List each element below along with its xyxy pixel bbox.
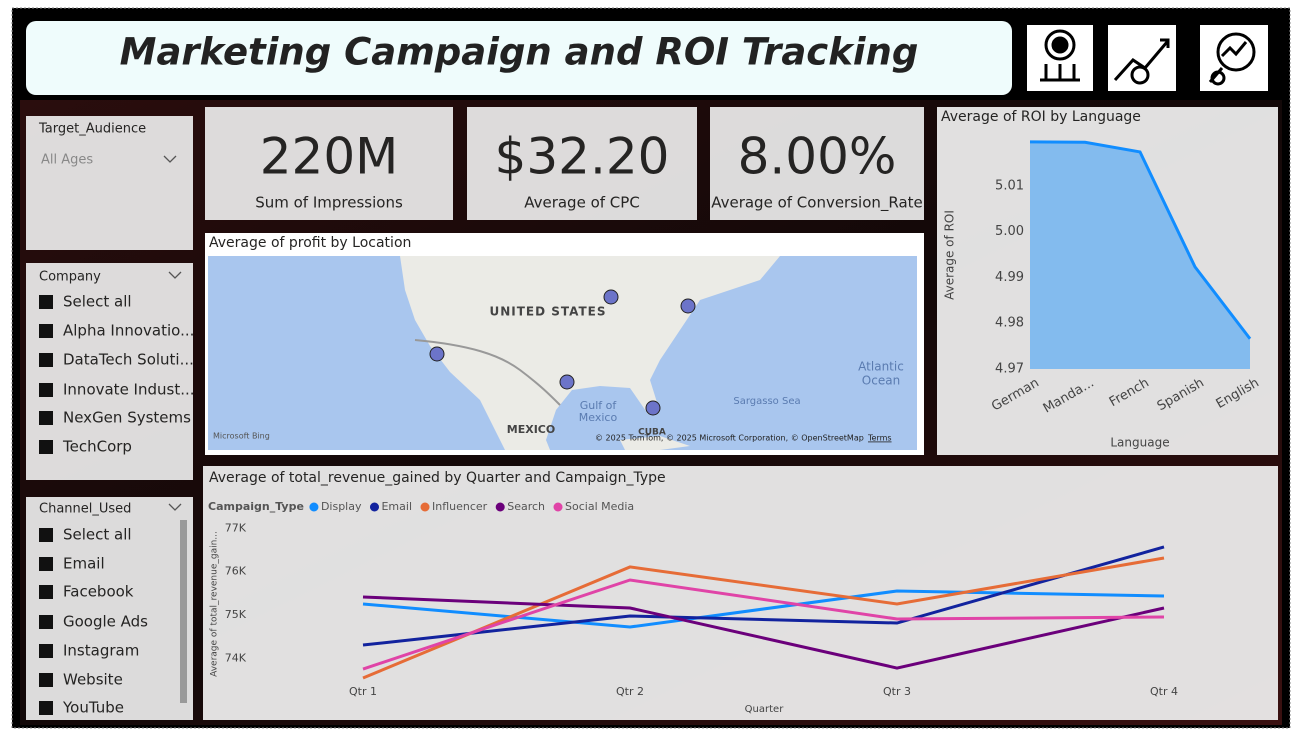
kpi-label: Sum of Impressions [255, 194, 403, 212]
x-axis-label: Quarter [745, 704, 785, 715]
slicer-title: Company [39, 270, 101, 285]
legend-label[interactable]: Display [321, 500, 362, 513]
x-tick-label: Qtr 1 [349, 685, 377, 698]
map-label: Sargasso Sea [733, 396, 800, 407]
map-attribution: © 2025 TomTom, © 2025 Microsoft Corporat… [595, 434, 864, 443]
y-tick-label: 5.01 [995, 178, 1024, 193]
y-tick-label: 4.99 [995, 270, 1024, 285]
y-tick-label: 4.98 [995, 316, 1024, 331]
x-tick-label: Qtr 3 [883, 685, 911, 698]
slicer-item[interactable]: Select all [63, 293, 132, 311]
legend-swatch [420, 502, 430, 512]
map-terms[interactable]: Terms [867, 434, 892, 443]
slicer-item[interactable]: Google Ads [63, 613, 148, 631]
y-tick-label: 75K [225, 608, 247, 621]
map-label: Ocean [862, 374, 900, 388]
dashboard-title: Marketing Campaign and ROI Tracking [120, 31, 919, 74]
checkbox[interactable] [39, 411, 53, 425]
slicer-item[interactable]: YouTube [62, 699, 124, 717]
slicer-item[interactable]: TechCorp [62, 438, 132, 456]
x-tick-label: Qtr 2 [616, 685, 644, 698]
map-title: Average of profit by Location [209, 235, 411, 251]
chevron [163, 155, 177, 163]
checkbox[interactable] [39, 353, 53, 367]
checkbox[interactable] [39, 701, 53, 715]
slicer-item[interactable]: DataTech Soluti... [63, 351, 194, 369]
slicer-item[interactable]: Alpha Innovatio... [63, 322, 194, 340]
series-line [362, 545, 1165, 647]
x-axis-label: Language [1110, 436, 1169, 450]
checkbox[interactable] [39, 644, 53, 658]
chevron [168, 503, 182, 511]
kpi-label: Average of CPC [524, 194, 640, 212]
map [208, 256, 917, 450]
map-logo: Microsoft Bing [213, 432, 270, 441]
map-label: UNITED STATES [489, 305, 606, 319]
line [1029, 140, 1252, 340]
checkbox[interactable] [39, 324, 53, 338]
checkbox[interactable] [39, 585, 53, 599]
slicer-item[interactable]: NexGen Systems [63, 409, 191, 427]
chart-title: Average of ROI by Language [941, 109, 1141, 125]
slicer-dropdown[interactable]: All Ages [41, 153, 93, 168]
y-tick-label: 74K [225, 651, 247, 664]
legend-title: Campaign_Type [208, 500, 304, 513]
scrollbar [180, 520, 187, 703]
slicer-item[interactable]: Website [63, 671, 123, 689]
kpi-label: Average of Conversion_Rate [711, 194, 923, 213]
x-tick-label: Qtr 4 [1150, 685, 1178, 698]
slicer-item[interactable]: Innovate Indust... [63, 381, 195, 399]
y-tick-label: 76K [225, 565, 247, 578]
checkbox[interactable] [39, 440, 53, 454]
slicer-item[interactable]: Instagram [63, 642, 139, 660]
slicer-title: Channel_Used [39, 502, 131, 517]
map-label: MEXICO [507, 423, 555, 436]
chevron [168, 271, 182, 279]
legend-swatch [495, 502, 505, 512]
slicer-item[interactable]: Select all [63, 526, 132, 544]
legend-label[interactable]: Search [507, 500, 545, 513]
checkbox[interactable] [39, 528, 53, 542]
legend-swatch [369, 502, 379, 512]
slicer-title: Target_Audience [38, 122, 146, 137]
series-line [362, 556, 1165, 680]
checkbox[interactable] [39, 673, 53, 687]
legend-swatch [553, 502, 563, 512]
series-line [362, 578, 1165, 671]
map-label: Gulf of [580, 399, 618, 412]
chart-title: Average of total_revenue_gained by Quart… [209, 470, 666, 486]
checkbox[interactable] [39, 383, 53, 397]
title-box [26, 21, 1012, 95]
area [1030, 141, 1250, 369]
kpi-value: $32.20 [495, 128, 670, 186]
kpi-value: 8.00% [738, 128, 897, 186]
y-axis-label: Average of total_revenue_gain... [210, 531, 220, 677]
y-axis-label: Average of ROI [943, 210, 957, 300]
checkbox[interactable] [39, 295, 53, 309]
checkbox[interactable] [39, 615, 53, 629]
kpi-value: 220M [260, 128, 399, 186]
series-line [362, 589, 1165, 629]
slicer-item[interactable]: Email [63, 555, 105, 573]
legend-label[interactable]: Influencer [432, 500, 488, 513]
legend-label[interactable]: Email [381, 500, 412, 513]
checkbox[interactable] [39, 557, 53, 571]
y-tick-label: 4.97 [995, 362, 1024, 377]
y-tick-label: 77K [225, 521, 247, 534]
series-line [362, 595, 1165, 670]
y-tick-label: 5.00 [995, 224, 1024, 239]
map-label: Atlantic [858, 360, 904, 374]
icons [1027, 25, 1268, 91]
legend-label[interactable]: Social Media [565, 500, 634, 513]
slicer-item[interactable]: Facebook [63, 583, 134, 601]
legend-swatch [309, 502, 319, 512]
map-label: CUBA [638, 428, 666, 438]
map-label: Mexico [579, 411, 618, 424]
